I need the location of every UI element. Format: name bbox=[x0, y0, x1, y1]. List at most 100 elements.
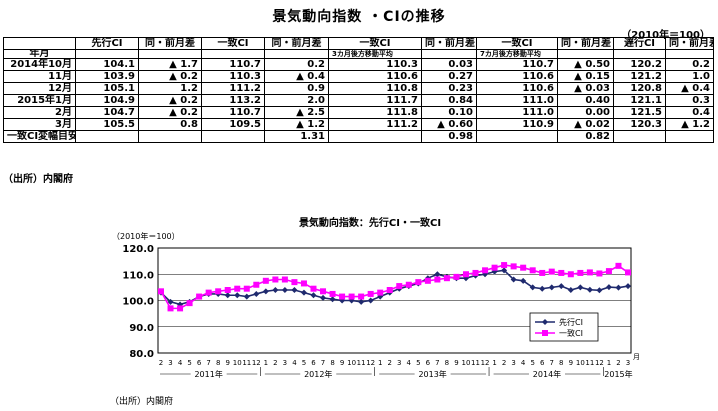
data-point bbox=[339, 293, 346, 300]
data-point bbox=[243, 285, 250, 292]
data-point bbox=[501, 262, 508, 269]
column-subheader: 3カ月後方移動平均 bbox=[328, 49, 422, 59]
column-subheader bbox=[138, 49, 202, 59]
data-point bbox=[300, 289, 307, 296]
x-tick-label: 12 bbox=[481, 359, 490, 367]
x-tick-label: 9 bbox=[225, 359, 229, 367]
x-tick-label: 4 bbox=[292, 359, 297, 367]
x-tick-label: 9 bbox=[569, 359, 573, 367]
table-cell: 0.3 bbox=[665, 94, 714, 107]
data-point bbox=[577, 269, 584, 276]
table-cell: ▲ 0.2 bbox=[138, 70, 202, 83]
year-label: 2013年 bbox=[418, 369, 446, 379]
data-point bbox=[224, 287, 231, 293]
x-tick-label: 10 bbox=[233, 359, 242, 367]
data-point bbox=[453, 273, 460, 280]
x-tick-label: 6 bbox=[311, 359, 316, 367]
column-header: 一致CI bbox=[201, 37, 265, 50]
data-point bbox=[186, 300, 193, 307]
data-point bbox=[615, 262, 622, 269]
legend-marker bbox=[542, 319, 548, 325]
table-cell: 109.5 bbox=[201, 118, 265, 131]
data-point bbox=[615, 284, 622, 291]
table-cell: 0.9 bbox=[264, 82, 329, 95]
column-header: 同・前月差 bbox=[138, 37, 202, 50]
data-point bbox=[310, 292, 317, 299]
data-point bbox=[205, 289, 212, 296]
x-tick-label: 7 bbox=[550, 359, 554, 367]
data-point bbox=[625, 269, 631, 276]
table-cell: 120.3 bbox=[613, 118, 666, 131]
x-tick-label: 1 bbox=[264, 359, 268, 367]
x-tick-label: 10 bbox=[576, 359, 585, 367]
row-label: 11月 bbox=[3, 70, 76, 83]
data-point bbox=[501, 267, 508, 274]
data-point bbox=[320, 288, 327, 295]
x-tick-label: 11 bbox=[585, 359, 594, 367]
column-header: 遅行CI bbox=[613, 37, 666, 50]
data-point bbox=[405, 281, 412, 288]
table-cell: 0.98 bbox=[421, 130, 477, 143]
table-cell: 1.0 bbox=[665, 70, 714, 83]
x-tick-label: 11 bbox=[471, 359, 480, 367]
table-cell bbox=[328, 130, 422, 143]
data-point bbox=[462, 271, 469, 278]
data-point bbox=[253, 281, 260, 288]
table-cell: ▲ 0.4 bbox=[665, 82, 714, 95]
table-cell: 111.8 bbox=[328, 106, 422, 119]
table-row: 12月 105.1 1.2 111.2 0.9 110.8 0.23 110.6 ▲ 0.03 1… bbox=[3, 82, 714, 95]
table-cell: 110.9 bbox=[476, 118, 558, 131]
column-subheader bbox=[201, 49, 265, 59]
table-cell: 104.1 bbox=[75, 58, 139, 71]
data-point bbox=[510, 276, 517, 283]
page-title: 景気動向指数 ・CIの推移 bbox=[272, 9, 446, 25]
table-row: 2015年1月 104.9 ▲ 0.2 113.2 2.0 111.7 0.84 111.0 0… bbox=[3, 94, 714, 107]
table-cell: ▲ 0.2 bbox=[138, 106, 202, 119]
row-label: 2014年10月 bbox=[3, 58, 76, 71]
table-cell bbox=[665, 130, 714, 143]
data-point bbox=[320, 294, 327, 301]
data-point bbox=[605, 284, 612, 291]
data-point bbox=[281, 276, 288, 283]
x-tick-label: 7 bbox=[435, 359, 439, 367]
column-subheader bbox=[613, 49, 666, 59]
table-cell: 0.40 bbox=[557, 94, 614, 107]
data-point bbox=[596, 287, 603, 294]
x-tick-label: 2 bbox=[502, 359, 506, 367]
x-tick-label: 2 bbox=[159, 359, 163, 367]
data-point bbox=[234, 292, 241, 299]
table-cell: 113.2 bbox=[201, 94, 265, 107]
table-cell: 110.8 bbox=[328, 82, 422, 95]
data-point bbox=[377, 289, 384, 296]
data-point bbox=[329, 290, 336, 297]
legend-box bbox=[529, 312, 599, 342]
data-point bbox=[158, 288, 164, 295]
table-cell: 111.0 bbox=[476, 106, 558, 119]
table-cell: 110.6 bbox=[476, 70, 558, 83]
data-point bbox=[329, 296, 336, 303]
data-point bbox=[586, 286, 593, 293]
table-cell: ▲ 1.2 bbox=[665, 118, 714, 131]
data-point bbox=[548, 268, 555, 275]
table-cell: 110.7 bbox=[201, 58, 265, 71]
ci-line-chart: 景気動向指数：先行CI・一致CI （2010年＝100） 80.0 90.0 100.0… bbox=[112, 216, 640, 379]
data-point bbox=[539, 269, 546, 276]
table-cell: 110.3 bbox=[201, 70, 265, 83]
column-header: 同・前月差 bbox=[557, 37, 614, 50]
row-label: 3月 bbox=[3, 118, 76, 131]
table-cell: ▲ 0.60 bbox=[421, 118, 477, 131]
x-tick-label: 8 bbox=[445, 359, 449, 367]
table-cell: 104.9 bbox=[75, 94, 139, 107]
table-cell: 103.9 bbox=[75, 70, 139, 83]
data-point bbox=[567, 287, 574, 293]
data-point bbox=[605, 268, 612, 275]
table-cell: 105.5 bbox=[75, 118, 139, 131]
x-tick-label: 3 bbox=[511, 359, 515, 367]
data-point bbox=[281, 287, 288, 293]
data-point bbox=[262, 277, 269, 284]
table-cell: 2.0 bbox=[264, 94, 329, 107]
x-tick-label: 4 bbox=[178, 359, 183, 367]
year-label: 2015年 bbox=[604, 369, 632, 379]
table-cell: 0.23 bbox=[421, 82, 477, 95]
x-tick-label: 6 bbox=[540, 359, 545, 367]
